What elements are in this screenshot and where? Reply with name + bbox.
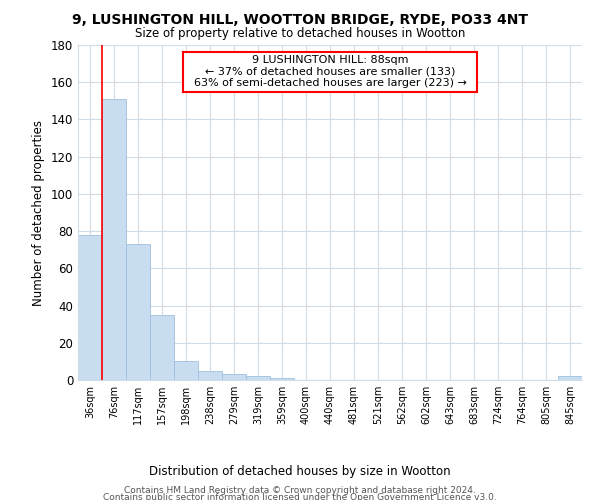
Bar <box>126 244 150 380</box>
Text: Distribution of detached houses by size in Wootton: Distribution of detached houses by size … <box>149 465 451 478</box>
Bar <box>270 378 294 380</box>
Bar <box>246 376 270 380</box>
Bar <box>150 315 174 380</box>
Bar <box>102 99 126 380</box>
Text: Size of property relative to detached houses in Wootton: Size of property relative to detached ho… <box>135 28 465 40</box>
Text: 9, LUSHINGTON HILL, WOOTTON BRIDGE, RYDE, PO33 4NT: 9, LUSHINGTON HILL, WOOTTON BRIDGE, RYDE… <box>72 12 528 26</box>
Text: Contains HM Land Registry data © Crown copyright and database right 2024.: Contains HM Land Registry data © Crown c… <box>124 486 476 495</box>
Bar <box>174 362 198 380</box>
Bar <box>558 376 582 380</box>
Y-axis label: Number of detached properties: Number of detached properties <box>32 120 45 306</box>
Text: 9 LUSHINGTON HILL: 88sqm  
  ← 37% of detached houses are smaller (133)  
  63% : 9 LUSHINGTON HILL: 88sqm ← 37% of detach… <box>187 55 473 88</box>
Bar <box>222 374 246 380</box>
Bar <box>198 370 222 380</box>
Bar <box>78 235 102 380</box>
Text: Contains public sector information licensed under the Open Government Licence v3: Contains public sector information licen… <box>103 494 497 500</box>
